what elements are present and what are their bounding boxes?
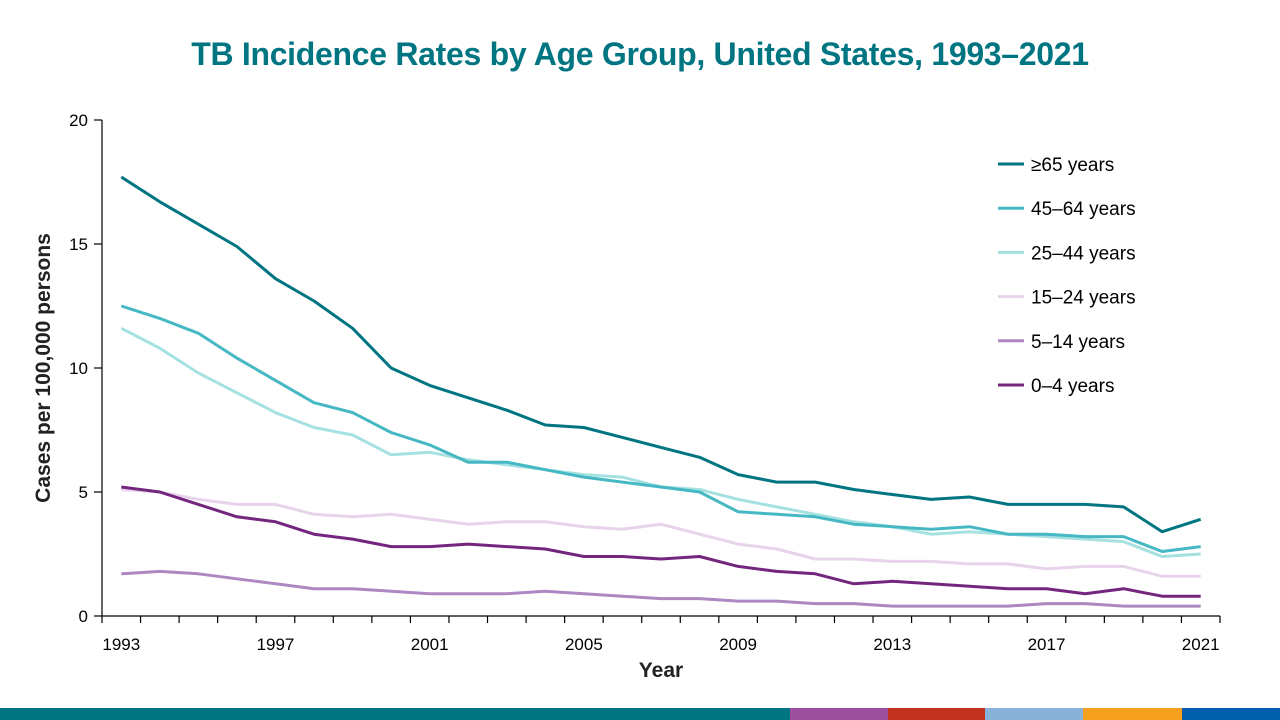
- footer-color-segment: [888, 708, 985, 720]
- series-line-25-44-years: [120, 326, 1201, 558]
- y-axis-title: Cases per 100,000 persons: [32, 233, 55, 503]
- y-tick-label: 0: [79, 607, 88, 626]
- legend-label-45-64-years: 45–64 years: [1031, 199, 1136, 220]
- legend: ≥65 years 45–64 years 25–44 years 15–24 yea…: [998, 155, 1136, 397]
- x-tick-label: 1997: [257, 635, 295, 654]
- series-line-0-4-years: [121, 485, 1201, 598]
- x-tick-label: 2001: [411, 635, 449, 654]
- x-tick-label: 2021: [1182, 635, 1220, 654]
- series-line-65-years: [120, 175, 1202, 534]
- legend-label-65-years: ≥65 years: [1031, 155, 1114, 176]
- x-tick-label: 2005: [565, 635, 603, 654]
- footer-color-segment: [1182, 708, 1280, 720]
- x-tick-label: 2009: [719, 635, 757, 654]
- legend-label-25-44-years: 25–44 years: [1031, 243, 1136, 264]
- y-tick-label: 10: [69, 359, 88, 378]
- legend-label-15-24-years: 15–24 years: [1031, 288, 1136, 309]
- x-tick-label: 2017: [1028, 635, 1066, 654]
- series-lines: [120, 175, 1202, 608]
- chart-title: TB Incidence Rates by Age Group, United …: [191, 36, 1089, 72]
- series-line-5-14-years: [121, 569, 1201, 608]
- footer-color-segment: [985, 708, 1083, 720]
- y-tick-label: 5: [79, 483, 88, 502]
- footer-color-segment: [1083, 708, 1182, 720]
- footer-color-segment: [0, 708, 790, 720]
- x-tick-label: 1993: [102, 635, 140, 654]
- footer-color-segment: [790, 708, 888, 720]
- legend-label-5-14-years: 5–14 years: [1031, 332, 1125, 353]
- x-axis-title: Year: [639, 659, 683, 682]
- axes: 0 5 10 15 20 1993 1997 2001 2005 2009 2013 2017 2021: [69, 111, 1221, 654]
- series-line-45-64-years: [120, 304, 1201, 553]
- y-tick-label: 20: [69, 111, 88, 130]
- legend-label-0-4-years: 0–4 years: [1031, 376, 1114, 397]
- y-tick-label: 15: [69, 235, 88, 254]
- series-line-15-24-years: [121, 488, 1201, 578]
- x-tick-label: 2013: [873, 635, 911, 654]
- footer-color-bar: [0, 708, 1280, 720]
